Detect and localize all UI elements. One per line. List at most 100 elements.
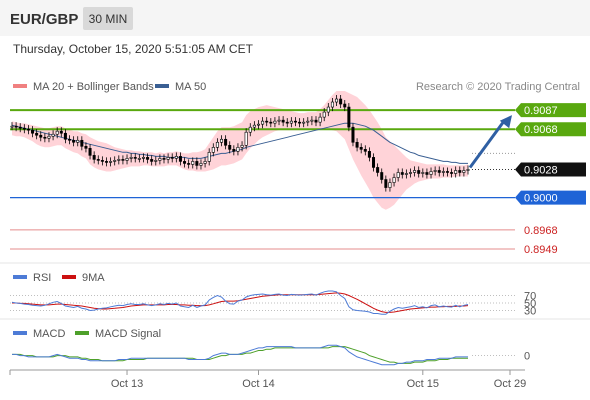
candle [22,127,26,130]
candle [400,172,404,175]
last-price-label: 0.9028 [524,164,558,176]
candle [347,106,351,128]
candle [141,157,145,159]
x-tick-label: Oct 29 [494,378,526,390]
candle [265,120,269,123]
candle [445,171,449,173]
legend-label-rsi: RSI [33,272,51,284]
timeframe-badge[interactable] [83,7,133,30]
candle [343,103,347,108]
macd-tick-label: 0 [524,351,530,363]
candle [318,116,322,123]
candle [59,130,63,134]
candle [162,158,166,160]
candle [150,159,154,162]
candle [252,124,256,128]
rsi-legend: RSI 9MA [13,272,105,284]
candle [404,173,408,175]
candle [302,121,306,124]
x-tick-label: Oct 15 [407,378,439,390]
candle [363,149,367,152]
level-label: 0.9068 [524,124,558,136]
candle [211,147,215,153]
candle [203,161,207,164]
candle [215,141,219,148]
legend-swatch-ma50 [155,84,169,88]
timestamp: Thursday, October 15, 2020 5:51:05 AM CE… [13,42,254,56]
candle [441,171,445,173]
legend-swatch-macd [13,331,27,335]
candle [330,101,334,108]
bollinger-band [12,91,468,210]
credit-text: Research © 2020 Trading Central [416,81,580,93]
candle [433,170,437,172]
candle [35,132,39,136]
rsi-ma-line [12,292,469,313]
legend-swatch-9ma [62,275,76,279]
level-label-bg [515,122,586,137]
candle [429,171,433,175]
candle [72,139,76,143]
legend-label-macd-signal: MACD Signal [95,328,161,340]
legend-label-macd: MACD [33,328,65,340]
candle [183,161,187,164]
candle [191,161,195,165]
candle [367,151,371,158]
candle [388,182,392,188]
candle [43,136,47,139]
level-label: 0.8968 [524,225,558,237]
candle [26,128,30,131]
candle [63,132,67,140]
forecast-arrow-shaft [468,120,506,169]
candle [322,111,326,118]
candle [236,147,240,152]
rsi-tick-label: 50 [524,298,536,310]
candle [154,160,158,162]
candle [14,125,18,128]
x-tick-label: Oct 13 [111,378,143,390]
level-label-bg [515,190,586,205]
candle [76,139,80,143]
candle [166,157,170,160]
candle [228,145,232,150]
x-tick-label: Oct 14 [242,378,274,390]
candle [100,160,104,162]
candle [314,119,318,123]
candle [293,120,297,123]
candle [261,120,265,125]
candle [39,134,43,138]
candle [437,170,441,173]
candle [129,157,133,159]
candle [80,139,84,147]
candle [68,138,72,141]
candle [121,159,125,161]
candle [137,158,141,160]
symbol-label: EUR/GBP [10,11,78,28]
candle [384,179,388,188]
candle [450,172,454,174]
candle [47,135,51,139]
macd-panel: 0 [12,344,530,366]
candle [224,138,228,146]
candle [285,121,289,124]
candle [96,159,100,161]
candle [376,167,380,173]
candle [454,170,458,174]
candle [18,126,22,129]
candle [310,119,314,122]
candle [326,106,330,113]
candle [339,98,343,105]
timeframe-label: 30 MIN [89,12,128,26]
rsi-tick-label: 70 [524,291,536,303]
candle [92,155,96,160]
legend-label-ma20: MA 20 + Bollinger Bands [33,81,154,93]
candle [51,133,55,137]
candle [421,172,425,174]
legend-swatch-ma20 [13,84,27,88]
candle [158,158,162,161]
candle [281,119,285,123]
forecast-arrow-head [499,115,512,129]
candle [195,161,199,166]
candle [10,125,14,128]
